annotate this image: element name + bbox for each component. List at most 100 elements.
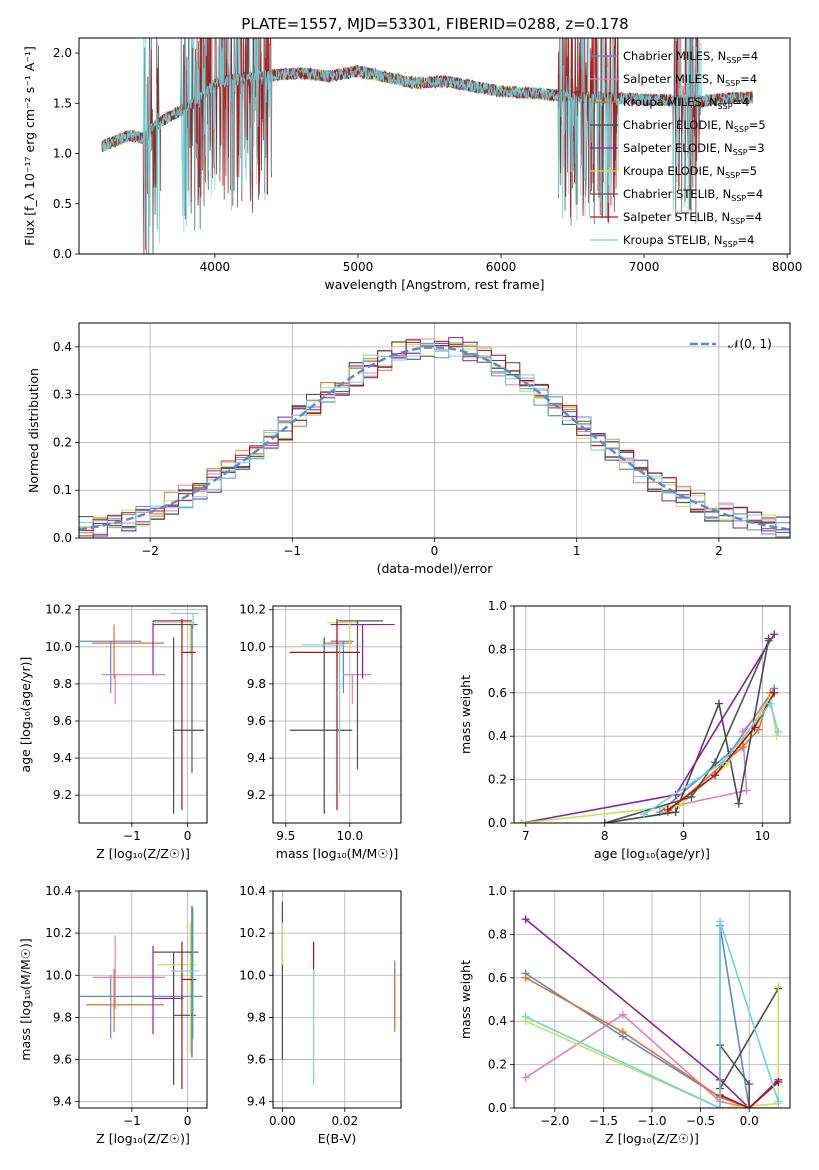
- series-point: [521, 1012, 530, 1021]
- x-axis-label: E(B-V): [318, 1131, 357, 1146]
- series-line: [525, 918, 779, 1108]
- y-axis-label: mass weight: [458, 960, 473, 1039]
- y-axis-label: mass weight: [458, 675, 473, 754]
- panel-mass-vs-EBV: 0.00 0.02 9.4 9.6 9.8 10.0 10.2 10.4 E(B-V): [239, 884, 402, 1146]
- plot-area: [79, 323, 790, 538]
- x-tick-label: 7000: [629, 260, 660, 274]
- y-tick-label: 9.8: [247, 1010, 266, 1024]
- y-axis-label: Flux [f_λ 10⁻¹⁷ erg cm⁻² s⁻¹ A⁻¹]: [22, 46, 37, 246]
- panel-spectrum: 4000 5000 6000 7000 8000 0.0 0.5 1.0 1.5 2.0 wavel…: [22, 37, 802, 292]
- x-tick-label: 2: [715, 544, 723, 558]
- panel-age-vs-Z: −1 0 9.2 9.4 9.6 9.8 10.0 10.2 Z [log₁₀(Z/Z☉)] ag…: [18, 603, 208, 861]
- y-tick-label: 1.5: [53, 96, 72, 110]
- series-point: [766, 699, 775, 708]
- series-point: [738, 727, 747, 736]
- x-tick-label: −1: [123, 1114, 141, 1128]
- x-tick-label: 0: [184, 1114, 192, 1128]
- x-tick-label: 0.02: [331, 1114, 358, 1128]
- plot-area: [514, 606, 790, 823]
- legend-entry: Chabrier ELODIE, NSSP=5: [623, 118, 766, 134]
- plot-area: [273, 606, 401, 823]
- y-tick-label: 10.0: [45, 640, 72, 654]
- y-tick-label: 2.0: [53, 46, 72, 60]
- y-tick-label: 0.4: [53, 340, 72, 354]
- series-line: [643, 701, 779, 815]
- plot-area: [273, 891, 401, 1108]
- y-tick-label: 0.6: [488, 686, 507, 700]
- y-tick-label: 0.1: [53, 483, 72, 497]
- axes-frame: [513, 605, 791, 824]
- x-tick-label: −1: [123, 829, 141, 843]
- axes-frame: [78, 605, 208, 824]
- legend-entry: Kroupa ELODIE, NSSP=5: [623, 164, 757, 180]
- axes-frame: [78, 37, 791, 255]
- x-tick-label: −0.5: [686, 1114, 715, 1128]
- series-point: [764, 636, 773, 645]
- x-tick-label: 9: [680, 829, 688, 843]
- series-point: [687, 792, 696, 801]
- y-tick-label: 0.2: [488, 1058, 507, 1072]
- y-axis-label: mass [log₁₀(M/M☉)]: [18, 938, 33, 1060]
- x-tick-label: 0.0: [740, 1114, 759, 1128]
- legend-entry: Salpeter STELIB, NSSP=4: [623, 210, 762, 226]
- legend-entry: Chabrier MILES, NSSP=4: [623, 49, 758, 65]
- x-tick-label: −2.0: [540, 1114, 569, 1128]
- series-point: [734, 799, 743, 808]
- y-tick-label: 0.6: [488, 971, 507, 985]
- normal-reference-curve: [79, 346, 790, 531]
- x-tick-label: 1: [573, 544, 581, 558]
- y-tick-label: 10.2: [239, 926, 266, 940]
- x-tick-label: 4000: [200, 260, 231, 274]
- series-point: [745, 1080, 754, 1089]
- series-point: [738, 743, 747, 752]
- y-tick-label: 9.6: [247, 1053, 266, 1067]
- y-tick-label: 9.6: [53, 714, 72, 728]
- series-line: [719, 988, 779, 1089]
- series-point: [711, 771, 720, 780]
- histogram-series: [79, 342, 790, 538]
- y-tick-label: 9.8: [53, 1010, 72, 1024]
- y-tick-label: 0.2: [488, 773, 507, 787]
- y-axis-label: age [log₁₀(age/yr)]: [18, 657, 33, 773]
- series-point: [600, 819, 609, 823]
- axes-frame: [272, 605, 402, 824]
- x-tick-label: −2: [141, 544, 159, 558]
- x-tick-label: 10.0: [336, 829, 363, 843]
- spectrum-series: [101, 38, 753, 251]
- y-tick-label: 0.4: [488, 729, 507, 743]
- legend-entry: 𝒩(0, 1): [728, 337, 772, 351]
- x-axis-label: (data-model)/error: [377, 561, 494, 576]
- series-point: [640, 810, 649, 819]
- spectrum-legend: Chabrier MILES, NSSP=4 Salpeter MILES, NS…: [590, 49, 766, 249]
- y-tick-label: 10.0: [239, 968, 266, 982]
- y-tick-label: 9.4: [53, 1095, 72, 1109]
- y-tick-label: 10.0: [45, 968, 72, 982]
- x-tick-label: 9.5: [276, 829, 295, 843]
- x-tick-label: −1.0: [637, 1114, 666, 1128]
- x-axis-label: mass [log₁₀(M/M☉)]: [276, 846, 398, 861]
- y-tick-label: 1.0: [488, 599, 507, 613]
- x-tick-label: 0: [184, 829, 192, 843]
- y-tick-label: 9.8: [53, 677, 72, 691]
- panel-massweight-vs-age: 7 8 9 10 0.0 0.2 0.4 0.6 0.8 1.0 age [log₁₀(age/yr…: [458, 599, 791, 861]
- series-point: [618, 1028, 627, 1037]
- x-axis-label: Z [log₁₀(Z/Z☉)]: [96, 846, 190, 861]
- y-tick-label: 9.2: [53, 788, 72, 802]
- series-point: [774, 727, 783, 736]
- x-axis-label: wavelength [Angstrom, rest frame]: [324, 277, 544, 292]
- series-point: [742, 786, 751, 795]
- series-point: [517, 819, 526, 823]
- plot-area: [101, 38, 753, 254]
- axes-frame: [513, 890, 791, 1109]
- series-line: [675, 696, 771, 807]
- series-point: [770, 688, 779, 697]
- plot-area: [79, 606, 207, 823]
- y-tick-label: 0.2: [53, 435, 72, 449]
- x-tick-label: 7: [522, 829, 530, 843]
- panel-age-vs-mass: 9.5 10.0 9.2 9.4 9.6 9.8 10.0 10.2 mass [log₁₀(M…: [239, 603, 402, 861]
- series-line: [719, 1081, 779, 1108]
- y-tick-label: 9.2: [247, 788, 266, 802]
- series-line: [604, 640, 770, 823]
- series-point: [718, 758, 727, 767]
- y-tick-label: 0.0: [488, 816, 507, 830]
